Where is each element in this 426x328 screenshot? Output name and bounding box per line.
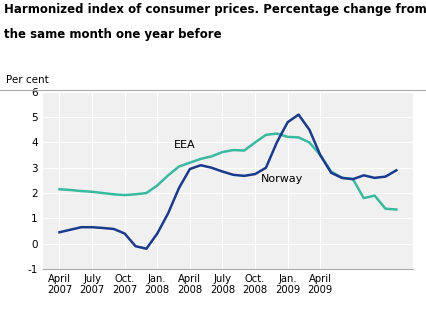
- Text: the same month one year before: the same month one year before: [4, 28, 222, 41]
- Text: EEA: EEA: [173, 140, 195, 150]
- Text: Per cent: Per cent: [6, 75, 48, 85]
- Text: Norway: Norway: [261, 174, 303, 184]
- Text: Harmonized index of consumer prices. Percentage change from: Harmonized index of consumer prices. Per…: [4, 3, 426, 16]
